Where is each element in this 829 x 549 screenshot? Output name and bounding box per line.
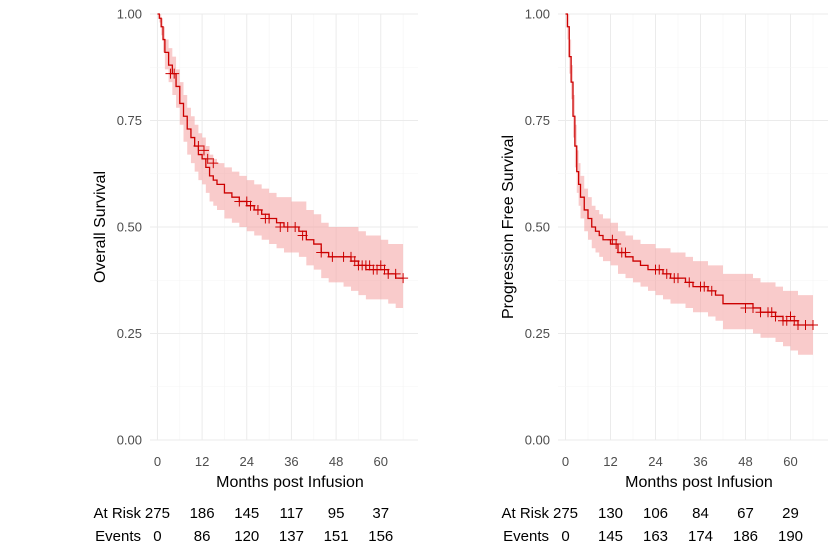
risk-table-value: 186: [190, 505, 215, 522]
censor-mark: [673, 273, 683, 284]
y-tick-label: 0.25: [117, 326, 142, 341]
x-tick-label: 48: [329, 454, 343, 469]
x-tick-label: 0: [154, 454, 161, 469]
y-tick-label: 1.00: [525, 7, 550, 22]
x-tick-label: 60: [374, 454, 388, 469]
x-tick-label: 24: [240, 454, 254, 469]
overall-survival-y-axis-title: Overall Survival: [92, 171, 109, 283]
risk-table-value: 174: [688, 528, 713, 545]
x-tick-label: 48: [738, 454, 752, 469]
risk-table-value: 156: [368, 528, 393, 545]
censor-mark: [193, 141, 204, 152]
y-tick-label: 0.75: [117, 113, 142, 128]
progression-free-survival-confidence-band: [565, 14, 813, 355]
censor-mark: [316, 247, 327, 258]
progression-free-survival-panel: 0.00 0.25 0.50 0.75 1.00 0 12 24 36 48 60 Progressi…: [500, 7, 828, 545]
x-tick-label: 12: [603, 454, 617, 469]
overall-survival-x-axis-title: Months post Infusion: [216, 474, 364, 491]
censor-mark: [198, 145, 209, 156]
censor-mark: [706, 285, 717, 296]
risk-table-value: 84: [692, 505, 709, 522]
risk-table-row-label: At Risk: [501, 505, 549, 522]
censor-mark: [398, 273, 409, 284]
y-tick-label: 1.00: [117, 7, 142, 22]
censor-mark: [245, 200, 256, 211]
y-tick-label: 0.00: [525, 433, 550, 448]
y-tick-label: 0.00: [117, 433, 142, 448]
censor-mark: [169, 68, 180, 79]
censor-mark: [808, 319, 818, 330]
risk-table-value: 0: [561, 528, 569, 545]
risk-table-row-label: Events: [95, 528, 141, 545]
censor-mark: [208, 158, 219, 169]
censor-mark: [684, 277, 695, 288]
censor-mark: [297, 230, 308, 241]
progression-free-survival-y-axis-title: Progression Free Survival: [500, 135, 517, 319]
censor-mark: [290, 222, 301, 232]
censor-mark: [327, 251, 338, 262]
risk-table-value: 67: [737, 505, 754, 522]
risk-table-value: 29: [782, 505, 799, 522]
censor-mark: [661, 268, 672, 279]
risk-table-value: 137: [279, 528, 304, 545]
risk-table-value: 86: [194, 528, 211, 545]
overall-survival-confidence-band: [157, 14, 404, 308]
risk-table-value: 186: [733, 528, 758, 545]
y-tick-label: 0.50: [525, 220, 550, 235]
risk-table-value: 151: [324, 528, 349, 545]
risk-table-value: 275: [145, 505, 170, 522]
x-tick-label: 36: [693, 454, 707, 469]
risk-table-value: 145: [598, 528, 623, 545]
risk-table-value: 145: [234, 505, 259, 522]
censor-mark: [620, 247, 631, 258]
censor-mark: [390, 268, 401, 279]
risk-table-value: 120: [234, 528, 259, 545]
risk-table-value: 37: [372, 505, 389, 522]
risk-table-value: 275: [553, 505, 578, 522]
censor-mark: [770, 311, 781, 322]
risk-table-value: 106: [643, 505, 668, 522]
censor-mark: [748, 302, 758, 313]
censor-mark: [654, 264, 665, 275]
x-tick-label: 24: [648, 454, 662, 469]
risk-table-value: 117: [279, 505, 303, 522]
risk-table-value: 190: [778, 528, 803, 545]
y-tick-label: 0.25: [525, 326, 550, 341]
risk-table-value: 95: [328, 505, 345, 522]
censor-mark: [202, 153, 213, 164]
censor-mark: [264, 213, 275, 224]
x-tick-label: 0: [562, 454, 569, 469]
overall-survival-panel: 0.00 0.25 0.50 0.75 1.00 0 12 24 36 48 60 Overall S…: [92, 7, 418, 545]
risk-table-value: 163: [643, 528, 668, 545]
censor-mark: [252, 204, 263, 215]
x-tick-label: 60: [783, 454, 797, 469]
risk-table-value: 0: [153, 528, 161, 545]
x-tick-label: 12: [195, 454, 209, 469]
y-tick-label: 0.50: [117, 220, 142, 235]
y-tick-label: 0.75: [525, 113, 550, 128]
censor-mark: [611, 239, 622, 250]
risk-table-row-label: Events: [503, 528, 549, 545]
censor-mark: [699, 281, 710, 292]
progression-free-survival-x-axis-title: Months post Infusion: [625, 474, 773, 491]
x-tick-label: 36: [284, 454, 298, 469]
risk-table-value: 130: [598, 505, 623, 522]
risk-table-row-label: At Risk: [93, 505, 141, 522]
